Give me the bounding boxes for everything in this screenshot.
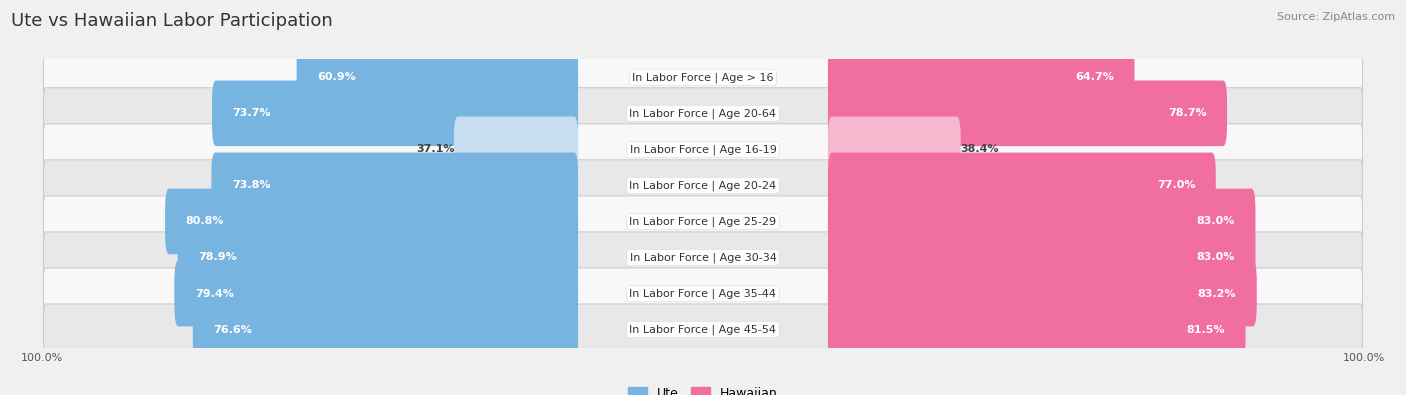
Text: 73.7%: 73.7%	[232, 108, 271, 118]
FancyBboxPatch shape	[828, 117, 960, 182]
Text: In Labor Force | Age 16-19: In Labor Force | Age 16-19	[630, 144, 776, 154]
Text: 78.9%: 78.9%	[198, 252, 236, 263]
Text: 73.8%: 73.8%	[232, 181, 270, 190]
Text: Ute vs Hawaiian Labor Participation: Ute vs Hawaiian Labor Participation	[11, 12, 333, 30]
Text: In Labor Force | Age 20-64: In Labor Force | Age 20-64	[630, 108, 776, 118]
FancyBboxPatch shape	[828, 45, 1135, 110]
FancyBboxPatch shape	[828, 152, 1216, 218]
FancyBboxPatch shape	[828, 297, 1246, 362]
FancyBboxPatch shape	[174, 261, 578, 326]
Text: 79.4%: 79.4%	[195, 288, 233, 299]
Text: In Labor Force | Age > 16: In Labor Force | Age > 16	[633, 72, 773, 83]
Text: 83.0%: 83.0%	[1197, 216, 1234, 226]
Text: Source: ZipAtlas.com: Source: ZipAtlas.com	[1277, 12, 1395, 22]
Text: 38.4%: 38.4%	[960, 144, 998, 154]
FancyBboxPatch shape	[44, 88, 1362, 139]
Text: 60.9%: 60.9%	[318, 72, 356, 82]
FancyBboxPatch shape	[44, 160, 1362, 211]
Text: 37.1%: 37.1%	[416, 144, 454, 154]
FancyBboxPatch shape	[44, 52, 1362, 103]
FancyBboxPatch shape	[828, 81, 1227, 146]
FancyBboxPatch shape	[212, 81, 578, 146]
FancyBboxPatch shape	[454, 117, 578, 182]
Text: In Labor Force | Age 45-54: In Labor Force | Age 45-54	[630, 324, 776, 335]
Legend: Ute, Hawaiian: Ute, Hawaiian	[623, 382, 783, 395]
Text: 80.8%: 80.8%	[186, 216, 224, 226]
FancyBboxPatch shape	[44, 232, 1362, 283]
Text: In Labor Force | Age 35-44: In Labor Force | Age 35-44	[630, 288, 776, 299]
Text: In Labor Force | Age 25-29: In Labor Force | Age 25-29	[630, 216, 776, 227]
FancyBboxPatch shape	[44, 196, 1362, 247]
Text: 83.0%: 83.0%	[1197, 252, 1234, 263]
FancyBboxPatch shape	[44, 124, 1362, 175]
FancyBboxPatch shape	[828, 261, 1257, 326]
FancyBboxPatch shape	[828, 189, 1256, 254]
Text: 81.5%: 81.5%	[1187, 325, 1225, 335]
Text: 78.7%: 78.7%	[1168, 108, 1206, 118]
FancyBboxPatch shape	[165, 189, 578, 254]
FancyBboxPatch shape	[193, 297, 578, 362]
FancyBboxPatch shape	[828, 225, 1256, 290]
FancyBboxPatch shape	[44, 304, 1362, 355]
Text: 77.0%: 77.0%	[1157, 181, 1195, 190]
FancyBboxPatch shape	[44, 268, 1362, 319]
Text: 76.6%: 76.6%	[214, 325, 252, 335]
Text: 83.2%: 83.2%	[1198, 288, 1236, 299]
FancyBboxPatch shape	[177, 225, 578, 290]
Text: In Labor Force | Age 20-24: In Labor Force | Age 20-24	[630, 180, 776, 191]
FancyBboxPatch shape	[297, 45, 578, 110]
Text: 64.7%: 64.7%	[1076, 72, 1114, 82]
FancyBboxPatch shape	[211, 152, 578, 218]
Text: In Labor Force | Age 30-34: In Labor Force | Age 30-34	[630, 252, 776, 263]
